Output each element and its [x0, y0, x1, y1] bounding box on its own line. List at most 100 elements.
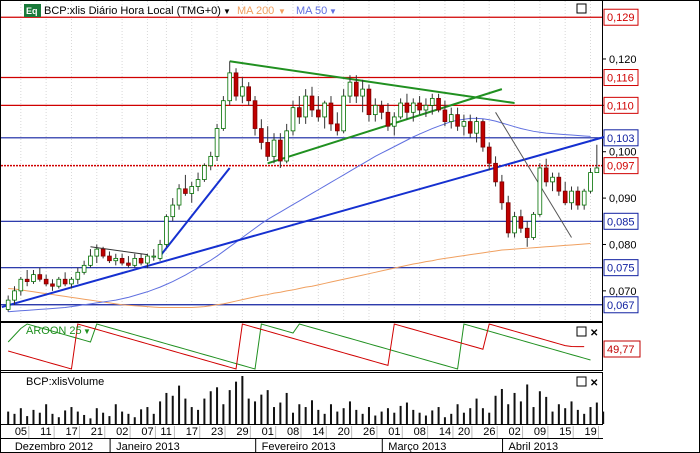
- candle-body: [569, 190, 574, 204]
- candle-body: [417, 102, 422, 111]
- month-label: Março 2013: [388, 441, 446, 453]
- day-label: 02: [116, 426, 128, 438]
- price-level-label: 0,085: [607, 216, 635, 228]
- candle-body: [75, 271, 81, 280]
- candle-body: [543, 167, 549, 183]
- volume-bar: [399, 405, 402, 424]
- volume-bar: [19, 408, 22, 424]
- title-dropdown-icon[interactable]: ▼: [223, 7, 231, 16]
- day-label: 15: [559, 426, 571, 438]
- candle-body: [138, 257, 144, 264]
- volume-bar: [583, 413, 586, 424]
- price-level-box: [603, 129, 639, 147]
- ma200-legend[interactable]: MA 200: [237, 5, 274, 17]
- candle-body: [24, 278, 30, 282]
- volume-bar: [412, 409, 415, 424]
- candle-body: [512, 216, 517, 234]
- volume-bar: [247, 398, 250, 424]
- day-label: 08: [287, 426, 299, 438]
- volume-bar: [209, 391, 212, 424]
- ma200-dropdown-icon[interactable]: ▼: [278, 7, 286, 16]
- price-level-label: 0,129: [607, 12, 635, 24]
- ma50-dropdown-icon[interactable]: ▼: [329, 7, 337, 16]
- volume-bar: [532, 407, 535, 424]
- candle-body: [189, 186, 195, 194]
- candle-body: [309, 95, 315, 111]
- volume-bar: [494, 395, 497, 424]
- volume-bar: [273, 407, 276, 424]
- volume-bar: [285, 392, 288, 424]
- volume-bar: [140, 409, 143, 424]
- volume-bar: [228, 390, 231, 424]
- price-tick-label: 0,080: [609, 239, 637, 251]
- month-label: Fevereiro 2013: [262, 441, 336, 453]
- close-volume-icon[interactable]: ✕: [590, 378, 598, 389]
- candle-body: [176, 188, 182, 206]
- candle-body: [341, 95, 346, 132]
- maximize-aroon-button[interactable]: [576, 326, 587, 337]
- candle-body: [316, 109, 321, 118]
- aroon-up-line: [7, 323, 591, 370]
- volume-bar: [570, 401, 573, 424]
- volume-bar: [64, 410, 67, 424]
- volume-bar: [519, 401, 522, 424]
- support-trendline: [267, 88, 503, 165]
- candle-body: [562, 190, 568, 204]
- day-label: 17: [186, 426, 198, 438]
- aroon-label[interactable]: AROON 25: [26, 325, 82, 337]
- volume-bar: [317, 409, 320, 424]
- candle-body: [126, 262, 131, 266]
- price-level-box: [603, 296, 639, 314]
- candle-body: [202, 165, 207, 180]
- volume-bar: [450, 413, 453, 424]
- candle-body: [436, 97, 441, 111]
- candle-body: [372, 104, 378, 116]
- volume-bar: [475, 398, 478, 424]
- maximize-price-panel-button[interactable]: [576, 3, 587, 14]
- horizontal-levels: [1, 16, 602, 306]
- volume-bar: [38, 412, 41, 424]
- candle-body: [5, 299, 11, 310]
- candle-body: [69, 278, 74, 285]
- ma50-legend[interactable]: MA 50: [296, 5, 327, 17]
- volume-bar: [152, 413, 155, 424]
- volume-bar: [551, 411, 554, 424]
- candle-body: [88, 255, 93, 266]
- close-aroon-icon[interactable]: ✕: [590, 328, 598, 339]
- month-label: Dezembro 2012: [15, 441, 93, 453]
- volume-bar: [95, 408, 98, 424]
- volume-bar: [203, 398, 206, 424]
- candle-body: [410, 102, 416, 113]
- candle-body: [442, 109, 448, 122]
- candle-body: [467, 121, 473, 134]
- day-label: 20: [338, 426, 350, 438]
- candle-body: [461, 121, 467, 127]
- volume-bar: [266, 390, 269, 424]
- price-level-box: [603, 157, 639, 175]
- day-label: 23: [211, 426, 223, 438]
- price-panel: 0,120 0,110 0,100 0,090 0,080 0,070 0,129 0,116…: [0, 0, 639, 424]
- price-level-label: 0,103: [607, 133, 635, 145]
- aroon-dropdown-icon[interactable]: ▼: [83, 327, 91, 336]
- day-label: 20: [458, 426, 470, 438]
- month-label: Janeiro 2013: [116, 441, 180, 453]
- volume-bar: [443, 417, 446, 424]
- day-label: 01: [262, 426, 274, 438]
- volume-bar: [304, 407, 307, 424]
- price-level-label: 0,110: [607, 100, 634, 112]
- volume-bar: [507, 404, 510, 424]
- volume-bar: [178, 385, 181, 424]
- long-uptrend-line: [1, 134, 610, 309]
- volume-bar: [431, 410, 434, 424]
- candle-body: [81, 264, 87, 273]
- candle-body: [360, 88, 365, 97]
- date-axis: 05 11 17 21 02 07 11 17 23 29 01 08 14 20 26 01 08 14 20 26…: [0, 426, 603, 453]
- candle-body: [119, 257, 125, 264]
- volume-bar: [418, 412, 421, 424]
- maximize-volume-button[interactable]: [576, 376, 587, 387]
- volume-bar: [197, 409, 200, 424]
- chart-title[interactable]: BCP:xlis Diário Hora Local (TMG+0): [44, 5, 221, 17]
- candle-body: [328, 102, 334, 125]
- price-level-box: [603, 96, 639, 114]
